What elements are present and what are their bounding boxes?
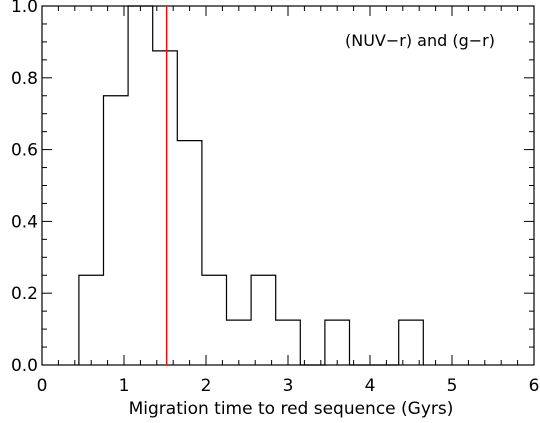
y-axis-ticks: 0.0 0.2 0.4 0.6 0.8 1.0 [11,0,534,376]
histogram-bin [251,275,276,365]
x-axis-ticks: 0 1 2 3 4 5 6 [37,6,540,396]
x-tick-label: 6 [529,376,540,396]
histogram-bin [79,275,104,365]
histogram-bin [153,51,178,365]
x-tick-label: 3 [283,376,294,396]
histogram-outline [78,5,424,366]
histogram-bin [104,96,129,365]
x-tick-label: 2 [201,376,212,396]
histogram-bin [177,141,202,365]
histogram-bin [276,320,301,365]
y-tick-label: 0.4 [11,212,38,232]
histogram-bin [128,6,153,365]
y-tick-label: 1.0 [11,0,38,17]
x-tick-label: 0 [37,376,48,396]
histogram-bins [78,5,424,366]
histogram-bin [227,320,252,365]
y-tick-label: 0.6 [11,141,38,161]
y-tick-label: 0.2 [11,284,38,304]
x-tick-label: 5 [447,376,458,396]
y-tick-label: 0.0 [11,356,38,376]
x-tick-label: 1 [119,376,130,396]
chart-annotation: (NUV−r) and (g−r) [345,31,495,50]
histogram-bin [325,320,350,365]
histogram-bin [202,275,227,365]
histogram-bin [399,320,424,365]
x-axis-label: Migration time to red sequence (Gyrs) [129,399,454,419]
x-tick-label: 4 [365,376,376,396]
y-tick-label: 0.8 [11,69,38,89]
